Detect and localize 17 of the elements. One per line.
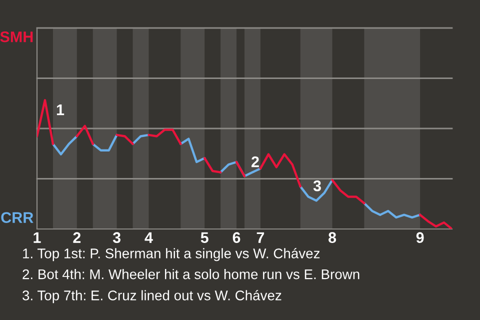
text: 3. Top 7th: E. Cruz lined out vs W. Chávez: [22, 290, 282, 304]
x-tick-label: 7: [256, 232, 264, 243]
text: CRR: [1, 212, 34, 223]
x-tick-label: 3: [112, 232, 121, 244]
annotation: 2: [252, 156, 259, 168]
text: 2. Bot 4th: M. Wheeler hit a solo home run vs E. Brown: [22, 269, 360, 280]
x-tick-label: 8: [328, 232, 336, 243]
annotation: 1: [56, 104, 64, 116]
x-tick-label: 1: [34, 232, 41, 243]
x-tick-label: 5: [200, 232, 208, 243]
x-tick-label: 9: [416, 232, 424, 243]
text: SMH: [0, 31, 33, 42]
x-tick-label: 6: [232, 232, 240, 243]
x-tick-label: 2: [73, 232, 81, 243]
x-tick-label: 4: [144, 232, 153, 243]
text: 1. Top 1st: P. Sherman hit a single vs W. Chávez: [23, 248, 320, 262]
annotation: 3: [313, 180, 321, 192]
